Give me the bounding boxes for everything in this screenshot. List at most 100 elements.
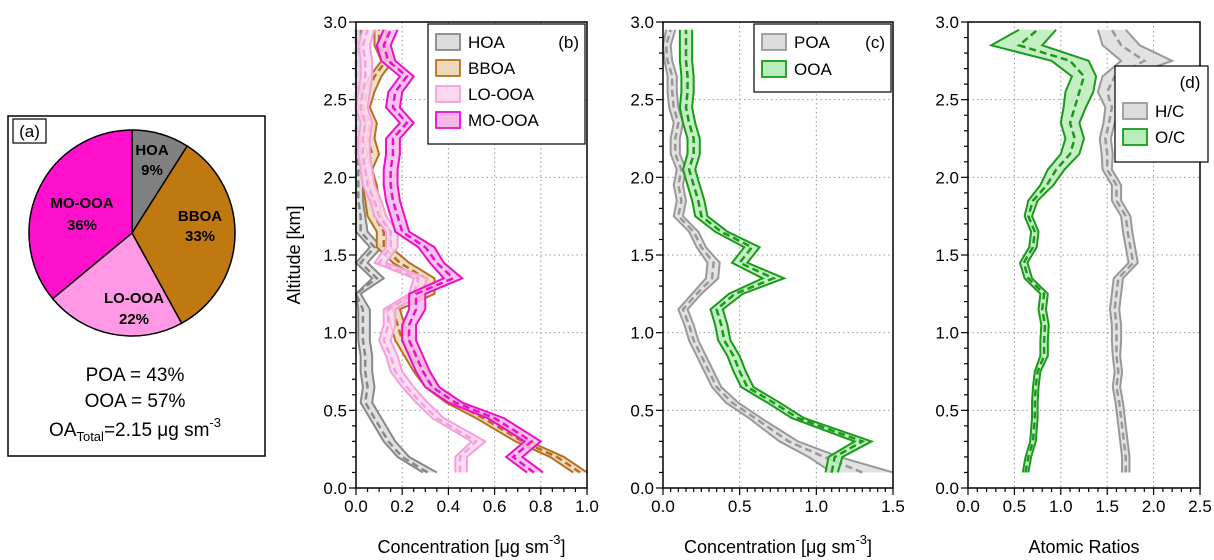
panel-c: 0.0 0.5 1.0 1.5 2.0 2.5 3.0 0.0 0.5 1.0 1.5 Concent… xyxy=(630,13,904,557)
lower-line-oc xyxy=(988,28,1074,473)
legend-swatch-bboa xyxy=(435,59,461,77)
pie-percent-bboa: 33% xyxy=(185,228,215,245)
mean-line-hc xyxy=(1104,29,1147,473)
legend-entry-poa: POA xyxy=(794,33,831,52)
lower-line-ooa xyxy=(678,29,857,473)
legend-entry-hoa: HOA xyxy=(468,33,506,52)
x-tick-label: 1.5 xyxy=(1095,497,1119,516)
x-axis-label-close: ] xyxy=(867,537,872,557)
pd-x-axis-label: Atomic Ratios xyxy=(1028,537,1139,557)
pie-label-lo-ooa: LO-OOA xyxy=(104,290,164,307)
legend-swatch-lo-ooa xyxy=(435,85,461,103)
legend-box xyxy=(753,23,892,93)
pc-legend: POA (c) OOA xyxy=(753,23,892,93)
oa-total-subscript: Total xyxy=(76,429,104,444)
y-tick-label: 1.5 xyxy=(935,246,959,265)
upper-line-mo-ooa xyxy=(389,29,544,474)
pie-percent-lo-ooa: 22% xyxy=(119,311,149,328)
y-tick-label: 0.0 xyxy=(630,479,654,498)
upper-line-ooa xyxy=(691,29,875,473)
x-tick-label: 0.0 xyxy=(344,497,368,516)
x-tick-label: 0.5 xyxy=(728,497,752,516)
y-tick-label: 2.5 xyxy=(935,91,959,110)
y-tick-label: 2.0 xyxy=(935,168,959,187)
x-tick-label: 0.6 xyxy=(483,497,507,516)
y-tick-label: 1.0 xyxy=(323,324,347,343)
legend-entry-oc: O/C xyxy=(1155,128,1185,147)
poa-note: POA = 43% xyxy=(86,365,185,386)
y-tick-label: 3.0 xyxy=(323,13,347,32)
x-axis-label-superscript: -3 xyxy=(549,532,561,547)
x-tick-label: 1.5 xyxy=(881,497,905,516)
legend-swatch-oc xyxy=(1122,128,1148,146)
y-tick-label: 1.5 xyxy=(630,246,654,265)
x-tick-label: 1.0 xyxy=(1049,497,1073,516)
y-tick-label: 2.0 xyxy=(323,168,347,187)
x-tick-label: 0.2 xyxy=(390,497,414,516)
oa-total-superscript: -3 xyxy=(209,415,221,430)
y-tick-label: 0.5 xyxy=(935,401,959,420)
y-tick-label: 1.5 xyxy=(323,246,347,265)
mean-line-poa xyxy=(664,29,863,474)
legend-entry-lo-ooa: LO-OOA xyxy=(468,85,535,104)
pc-label: (c) xyxy=(865,33,885,52)
panel-a-label: (a) xyxy=(19,122,40,141)
oa-total-value: =2.15 μg sm xyxy=(104,420,209,441)
y-axis-label: Altitude [km] xyxy=(284,205,304,304)
x-axis-label-text: Concentration [μg sm xyxy=(684,537,855,557)
x-tick-label: 2.0 xyxy=(1142,497,1166,516)
x-axis-label-superscript: -3 xyxy=(855,532,867,547)
y-tick-label: 1.0 xyxy=(935,324,959,343)
x-tick-label: 0.5 xyxy=(1003,497,1027,516)
legend-swatch-ooa xyxy=(761,60,787,78)
panel-a-label-box xyxy=(12,118,47,144)
pie-label-mo-ooa: MO-OOA xyxy=(50,195,113,212)
pb-label: (b) xyxy=(558,33,579,52)
oa-total-note: OATotal=2.15 μg sm-3 xyxy=(49,415,221,444)
oa-total-prefix: OA xyxy=(49,420,77,441)
x-axis-label-text: Concentration [μg sm xyxy=(377,537,548,557)
legend-swatch-poa xyxy=(761,33,787,51)
lower-line-lo-ooa xyxy=(354,29,474,473)
legend-entry-hc: H/C xyxy=(1155,102,1184,121)
upper-line-oc xyxy=(1026,29,1098,473)
pie-slice-mo-ooa xyxy=(28,129,133,300)
x-tick-label: 1.0 xyxy=(575,497,599,516)
y-tick-label: 2.0 xyxy=(630,168,654,187)
pd-label: (d) xyxy=(1180,73,1201,92)
upper-line-lo-ooa xyxy=(366,29,488,473)
legend-swatch-mo-ooa xyxy=(435,111,461,129)
x-axis-label-text: Atomic Ratios xyxy=(1028,537,1139,557)
legend-swatch-hoa xyxy=(435,33,461,51)
mean-line-ooa xyxy=(684,29,866,473)
legend-entry-mo-ooa: MO-OOA xyxy=(468,111,539,130)
y-tick-label: 2.5 xyxy=(323,91,347,110)
band-hoa xyxy=(356,29,437,473)
pie-chart: HOA 9% BBOA 33% LO-OOA 22% MO-OOA 36% xyxy=(28,129,236,337)
pc-x-axis-label: Concentration [μg sm-3] xyxy=(684,532,872,557)
x-tick-label: 0.0 xyxy=(956,497,980,516)
lower-line-poa xyxy=(661,29,833,474)
pie-slice-lo-ooa xyxy=(51,231,183,337)
y-tick-label: 3.0 xyxy=(630,13,654,32)
panel-b: 0.0 0.5 1.0 1.5 2.0 2.5 3.0 0.0 0.2 0.4 0.6 0.8 1.0 C… xyxy=(323,13,598,557)
pie-label-bboa: BBOA xyxy=(178,208,222,225)
legend-entry-bboa: BBOA xyxy=(468,59,516,78)
y-tick-label: 1.0 xyxy=(630,324,654,343)
x-axis-label-close: ] xyxy=(561,537,566,557)
mean-line-mo-ooa xyxy=(382,29,535,474)
x-tick-label: 1.0 xyxy=(805,497,829,516)
pie-label-hoa: HOA xyxy=(135,142,169,159)
panel-a: (a) HOA 9% BBOA 33% LO-OOA 22% MO-OOA 36% POA =… xyxy=(7,115,266,457)
panel-d: 0.0 0.5 1.0 1.5 2.0 2.5 3.0 0.0 0.5 1.0 1.5 2.0 2.5 A… xyxy=(935,13,1211,557)
y-tick-label: 0.0 xyxy=(323,479,347,498)
pie-percent-mo-ooa: 36% xyxy=(67,217,97,234)
x-tick-label: 2.5 xyxy=(1188,497,1212,516)
lower-line-mo-ooa xyxy=(375,29,528,474)
x-tick-label: 0.4 xyxy=(437,497,461,516)
legend-entry-ooa: OOA xyxy=(794,60,832,79)
y-tick-label: 0.5 xyxy=(630,401,654,420)
ooa-note: OOA = 57% xyxy=(85,391,186,412)
band-oc xyxy=(991,29,1097,473)
x-tick-label: 0.8 xyxy=(529,497,553,516)
